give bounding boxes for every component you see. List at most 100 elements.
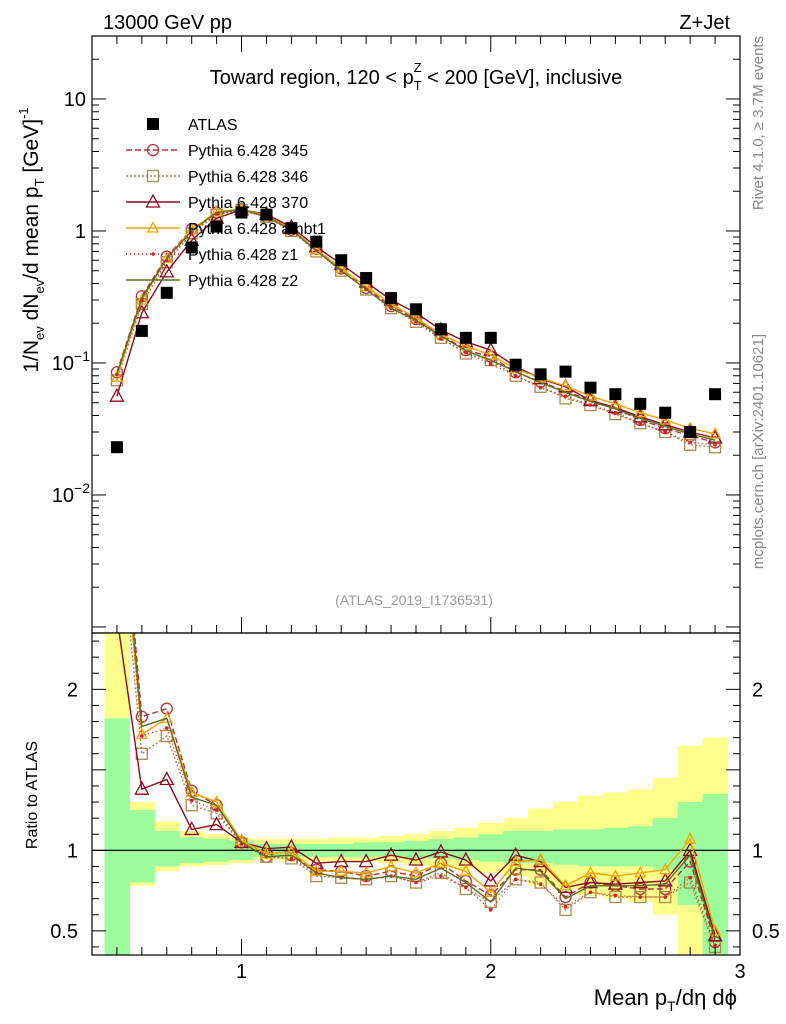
point-atlas [310,235,323,248]
point-atlas [260,208,273,221]
point-pythia-6-428-370 [508,846,524,861]
point-pythia-6-428-z1 [164,726,169,730]
point-pythia-6-428-370 [582,874,599,889]
point-pythia-6-428-346 [459,882,472,896]
point-pythia-6-428-z1 [563,394,568,399]
point-pythia-6-428-ambt1 [609,396,622,409]
point-pythia-6-428-346 [534,876,547,889]
point-atlas [559,365,572,378]
legend-marker-pythia-6-428-345 [146,143,160,157]
point-pythia-6-428-z1 [713,943,717,948]
point-pythia-6-428-346 [609,890,622,904]
analysis-label: (ATLAS_2019_I1736531) [335,592,493,608]
point-pythia-6-428-z1 [613,410,618,415]
series-line-pythia-6-428-370 [116,208,716,439]
point-pythia-6-428-ambt1 [609,869,622,881]
point-pythia-6-428-z1 [289,856,294,861]
point-atlas [235,206,248,219]
legend-label-pythia-6-428-z1: Pythia 6.428 z1 [188,247,298,264]
point-pythia-6-428-ambt1 [484,348,497,360]
point-atlas [709,388,722,401]
green-band-bin [104,718,130,955]
point-pythia-6-428-346 [111,491,122,502]
series-line-pythia-6-428-370 [118,633,716,936]
point-atlas [160,286,173,299]
y-tick-label: 1 [75,221,86,243]
point-pythia-6-428-ambt1 [135,293,148,305]
series-line-pythia-6-428-ambt1 [116,208,716,435]
point-pythia-6-428-346 [534,380,547,393]
point-pythia-6-428-z1 [663,430,668,434]
point-pythia-6-428-ambt1 [534,853,547,865]
point-atlas [459,331,472,344]
point-pythia-6-428-ambt1 [459,338,472,351]
point-pythia-6-428-345 [634,882,647,896]
point-pythia-6-428-z1 [439,337,443,341]
point-atlas [335,254,348,267]
y-tick-label: 10−1 [52,348,90,375]
point-pythia-6-428-ambt1 [584,865,597,878]
series-line-pythia-6-428-ambt1 [131,633,716,932]
point-pythia-6-428-ambt1 [360,865,373,878]
point-pythia-6-428-370 [184,821,200,836]
series-line-pythia-6-428-z2 [116,208,716,441]
point-pythia-6-428-ambt1 [335,864,348,876]
point-pythia-6-428-346 [459,347,472,360]
point-atlas [210,220,223,233]
main-title: Toward region, 120 < pZ T < 200 [GeV], in… [210,60,623,93]
green-band-bin [129,810,155,883]
point-pythia-6-428-ambt1 [459,864,472,876]
green-band-bin [528,831,554,864]
point-pythia-6-428-346 [684,438,697,451]
point-atlas [185,241,198,254]
green-band-bin [478,834,504,862]
point-pythia-6-428-ambt1 [409,865,423,878]
point-pythia-6-428-ambt1 [659,862,672,875]
point-pythia-6-428-ambt1 [559,878,572,891]
point-pythia-6-428-ambt1 [709,427,722,439]
point-pythia-6-428-z1 [588,890,593,895]
legend: ATLAS Pythia 6.428 345 Pythia 6.428 346 Pyt… [126,117,326,290]
green-band-bin [702,794,729,955]
point-pythia-6-428-z1 [214,808,219,812]
ratio-y-tick-label-right: 2 [752,679,763,701]
point-pythia-6-428-z1 [140,734,144,738]
point-pythia-6-428-ambt1 [112,458,122,468]
legend-label-pythia-6-428-ambt1: Pythia 6.428 ambt1 [188,221,326,238]
point-pythia-6-428-z1 [513,373,518,378]
green-band-bin [353,842,380,857]
point-pythia-6-428-z1 [638,895,643,899]
point-atlas [434,323,447,336]
point-atlas [110,441,123,454]
legend-marker-pythia-6-428-ambt1 [146,221,160,233]
x-axis-label: Mean pT/dη dϕ [594,985,737,1014]
point-pythia-6-428-z1 [488,908,493,912]
beam-label: 13000 GeV pp [103,12,232,34]
legend-marker-pythia-6-428-370 [145,193,161,208]
y-tick-label: 10−2 [52,480,90,507]
point-pythia-6-428-346 [708,441,722,454]
green-band-bin [503,831,529,864]
point-pythia-6-428-ambt1 [484,885,497,897]
point-pythia-6-428-370 [134,780,150,795]
point-pythia-6-428-ambt1 [509,854,522,867]
point-pythia-6-428-z1 [439,874,443,878]
point-pythia-6-428-346 [559,903,572,917]
point-pythia-6-428-z1 [688,440,692,445]
main-panel: 10 1 10−1 10−2 [52,35,741,634]
point-pythia-6-428-370 [308,854,324,869]
point-pythia-6-428-ambt1 [210,204,223,217]
point-pythia-6-428-370 [408,851,424,866]
ratio-panel: 2 2 1 1 0.5 0.5 1 2 3 [50,458,780,983]
legend-label-atlas: ATLAS [188,117,238,134]
point-atlas [484,331,497,344]
point-pythia-6-428-ambt1 [434,856,447,868]
point-pythia-6-428-ambt1 [110,370,123,382]
point-pythia-6-428-ambt1 [659,413,672,425]
point-atlas [410,303,422,316]
point-pythia-6-428-z1 [688,875,692,880]
green-band-bin [652,818,679,870]
point-pythia-6-428-z1 [638,421,643,425]
point-atlas [634,397,647,410]
